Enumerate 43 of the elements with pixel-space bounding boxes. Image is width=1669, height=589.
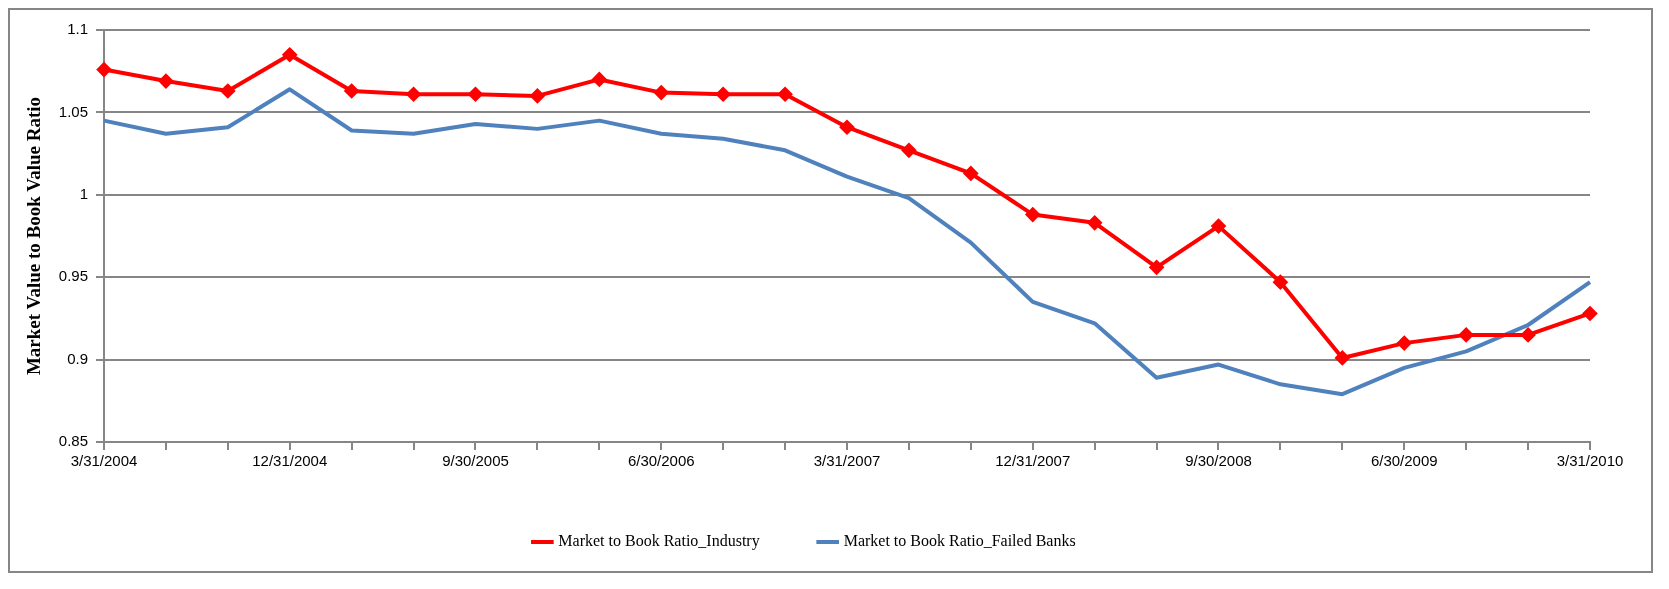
y-tick-label: 0.85: [58, 432, 88, 450]
x-tick-label: 3/31/2010: [1556, 452, 1624, 470]
point: [716, 87, 731, 102]
point: [282, 47, 297, 62]
y-tick-label: 0.95: [58, 267, 88, 285]
point: [1459, 327, 1474, 342]
point: [840, 120, 854, 135]
x-tick-label: 3/31/2004: [70, 452, 138, 470]
point: [1335, 350, 1350, 365]
point: [158, 74, 173, 89]
point: [406, 87, 421, 102]
point: [1025, 207, 1040, 222]
point: [778, 87, 793, 102]
x-tick-label: 9/30/2008: [1185, 452, 1252, 470]
point: [96, 62, 111, 77]
legend-label: Market to Book Ratio_Failed Banks: [843, 532, 1076, 550]
point: [530, 88, 545, 103]
point: [654, 85, 669, 100]
point: [1211, 219, 1226, 234]
x-tick-label: 12/31/2004: [252, 452, 328, 470]
point: [1087, 215, 1102, 230]
point: [468, 87, 483, 102]
x-tick-label: 6/30/2006: [627, 452, 695, 470]
point: [1521, 327, 1536, 342]
point: [592, 72, 607, 87]
point: [901, 143, 916, 158]
y-tick-label: 1.05: [58, 102, 88, 120]
x-tick-label: 9/30/2005: [442, 452, 509, 470]
point: [963, 166, 978, 181]
x-tick-label: 3/31/2007: [813, 452, 881, 470]
y-axis-title: Market Value to Book Value Ratio: [23, 96, 45, 376]
y-tick-label: 0.9: [67, 349, 88, 367]
point: [1149, 260, 1164, 275]
x-tick-label: 12/31/2007: [995, 452, 1071, 470]
point: [1273, 275, 1288, 290]
point: [1583, 306, 1597, 321]
x-tick-label: 6/30/2009: [1370, 452, 1438, 470]
point: [220, 83, 235, 98]
point: [1397, 336, 1412, 351]
y-tick-label: 1.1: [67, 20, 88, 38]
y-tick-label: 1: [79, 184, 88, 202]
point: [344, 83, 359, 98]
legend-label: Market to Book Ratio_Industry: [558, 532, 760, 551]
